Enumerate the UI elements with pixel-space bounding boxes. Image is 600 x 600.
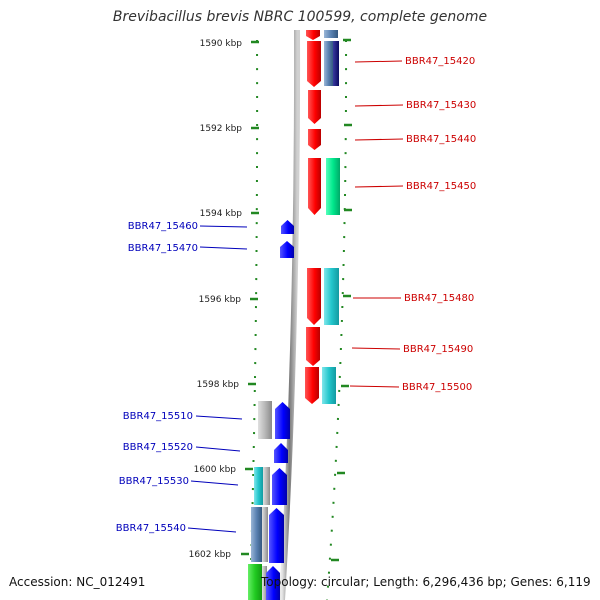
gene-label-15420[interactable]: BBR47_15420 <box>405 56 475 67</box>
gene-label-15430[interactable]: BBR47_15430 <box>406 100 476 111</box>
kbp-label-1592: 1592 kbp <box>200 124 243 134</box>
gene-label-15500[interactable]: BBR47_15500 <box>402 382 472 393</box>
feature-bottom-gray[interactable] <box>262 566 267 600</box>
accession-text: Accession: NC_012491 <box>9 575 146 589</box>
kbp-label-1590: 1590 kbp <box>200 39 243 49</box>
kbp-label-1596: 1596 kbp <box>199 295 242 305</box>
reverse-leader-lines <box>187 225 248 533</box>
gene-arrow-15420[interactable] <box>307 41 321 87</box>
kbp-tick-marks <box>241 40 259 556</box>
gene-label-15540[interactable]: BBR47_15540 <box>116 523 186 534</box>
gene-arrow-15490[interactable] <box>306 327 320 366</box>
feature-15530-gray[interactable] <box>263 467 270 505</box>
gene-arrow-15460[interactable] <box>281 220 294 234</box>
gene-label-15470[interactable]: BBR47_15470 <box>128 243 198 254</box>
forward-leader-lines <box>349 60 404 388</box>
map-title: Brevibacillus brevis NBRC 100599, comple… <box>112 9 488 25</box>
gene-label-15440[interactable]: BBR47_15440 <box>406 134 476 145</box>
outer-major-ticks <box>331 38 352 562</box>
gene-label-15520[interactable]: BBR47_15520 <box>123 442 193 453</box>
gene-arrow-top-red[interactable] <box>306 30 320 40</box>
gene-label-15510[interactable]: BBR47_15510 <box>123 411 193 422</box>
gene-label-15460[interactable]: BBR47_15460 <box>128 221 198 232</box>
feature-15510-gray[interactable] <box>258 401 272 439</box>
gene-arrow-15440[interactable] <box>308 129 321 150</box>
feature-15420-steel[interactable] <box>324 41 333 86</box>
gene-arrow-15480[interactable] <box>307 268 321 325</box>
kbp-label-1594: 1594 kbp <box>200 209 243 219</box>
topology-text: Topology: circular; Length: 6,296,436 bp… <box>261 575 591 589</box>
feature-15420-navy[interactable] <box>333 41 339 86</box>
gene-arrow-15510[interactable] <box>275 402 290 439</box>
gene-label-15480[interactable]: BBR47_15480 <box>404 293 474 304</box>
feature-top-steel[interactable] <box>324 30 338 38</box>
gene-arrow-15470[interactable] <box>280 241 294 258</box>
kbp-label-1600: 1600 kbp <box>194 465 237 475</box>
gene-arrow-15530[interactable] <box>272 468 287 505</box>
gene-arrow-bottom-blue[interactable] <box>266 566 280 600</box>
feature-15540-gray[interactable] <box>262 507 268 562</box>
gene-arrow-15430[interactable] <box>308 90 321 124</box>
gene-arrow-15450[interactable] <box>308 158 321 215</box>
gene-arrow-15540[interactable] <box>269 508 284 563</box>
kbp-label-1598: 1598 kbp <box>197 380 240 390</box>
feature-15540-steel[interactable] <box>251 507 262 562</box>
feature-15500-teal[interactable] <box>322 367 336 404</box>
gene-arrow-15500[interactable] <box>305 367 319 404</box>
feature-15530-teal[interactable] <box>254 467 263 505</box>
feature-15450-green[interactable] <box>326 158 340 215</box>
gene-label-15490[interactable]: BBR47_15490 <box>403 344 473 355</box>
gene-label-15530[interactable]: BBR47_15530 <box>119 476 189 487</box>
gene-label-15450[interactable]: BBR47_15450 <box>406 181 476 192</box>
gene-arrow-15520[interactable] <box>274 443 288 463</box>
kbp-label-1602: 1602 kbp <box>189 550 232 560</box>
feature-15480-teal[interactable] <box>324 268 339 325</box>
feature-bottom-lime[interactable] <box>248 564 262 600</box>
genome-backbone <box>279 29 301 600</box>
